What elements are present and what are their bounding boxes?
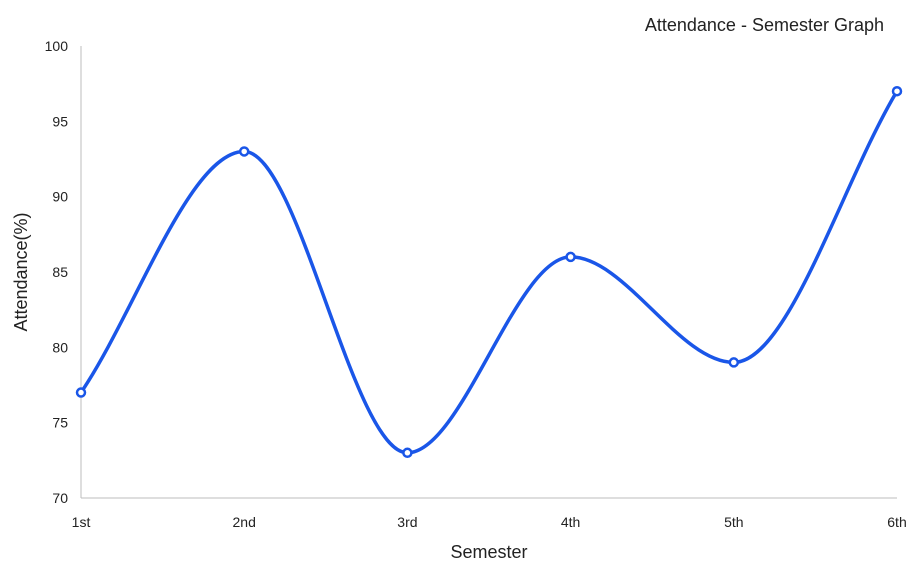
data-point[interactable] xyxy=(891,85,903,97)
x-tick-label: 3rd xyxy=(397,514,417,530)
y-axis-title: Attendance(%) xyxy=(11,212,31,331)
y-tick-label: 85 xyxy=(52,264,68,280)
x-tick-label: 2nd xyxy=(233,514,256,530)
x-axis-title: Semester xyxy=(450,542,527,562)
x-tick-label: 4th xyxy=(561,514,580,530)
data-points xyxy=(75,85,903,459)
chart-title: Attendance - Semester Graph xyxy=(645,15,884,35)
x-tick-label: 5th xyxy=(724,514,743,530)
y-tick-label: 95 xyxy=(52,113,68,129)
data-point[interactable] xyxy=(565,251,576,263)
y-tick-label: 70 xyxy=(52,490,68,506)
series-line-attendance xyxy=(79,89,899,455)
data-point[interactable] xyxy=(728,357,740,368)
data-point[interactable] xyxy=(238,146,250,157)
data-point[interactable] xyxy=(75,387,87,398)
x-tick-label: 1st xyxy=(72,514,91,530)
y-tick-label: 75 xyxy=(52,415,68,431)
y-tick-label: 90 xyxy=(52,189,68,205)
y-tick-label: 100 xyxy=(45,38,69,54)
x-tick-label: 6th xyxy=(887,514,906,530)
y-tick-label: 80 xyxy=(52,339,68,355)
data-point[interactable] xyxy=(402,447,413,459)
y-axis-ticks: 70 75 80 85 90 95 100 xyxy=(45,38,69,506)
x-axis-ticks: 1st 2nd 3rd 4th 5th 6th xyxy=(72,514,907,530)
